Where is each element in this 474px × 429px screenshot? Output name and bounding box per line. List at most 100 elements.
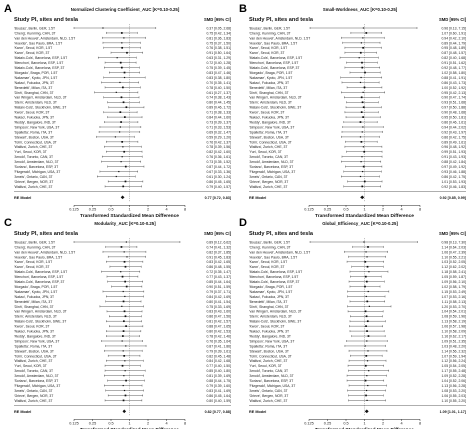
- study-label: 'Morgado', Braga, POR, 1.5T: [249, 71, 293, 75]
- study-label: 'Kwon', Seoul, KOR, 1.5T: [14, 46, 52, 50]
- point-estimate: [124, 360, 126, 362]
- panel-title: Modularity_AUC [K=0.10-0.25]: [94, 221, 156, 226]
- ci-text: 1.04 [0.54, 2.01]: [441, 310, 466, 314]
- point-estimate: [363, 150, 366, 153]
- study-label: 'Bouzas', Berlin, GER, 1.5T: [14, 240, 55, 244]
- point-estimate: [123, 260, 126, 263]
- panel-title: Global_Efficiency_AUC [K=0.10-0.25]: [322, 221, 398, 226]
- study-label: 'Stern', Amsterdam, NLD, 3T: [14, 101, 57, 105]
- point-estimate: [364, 71, 366, 74]
- study-label: 'Kwon', Seoul, KOR, 3T: [249, 51, 284, 55]
- ci-text: 0.76 [0.35, 1.64]: [206, 339, 231, 343]
- point-estimate: [359, 136, 362, 138]
- ci-text: 0.92 [0.43, 1.97]: [441, 130, 466, 134]
- point-estimate: [116, 57, 118, 59]
- study-label: 'Tolin', Connecticut, USA, 3T: [249, 140, 292, 144]
- study-label: 'Walitza', Zurich, CHE, 3T: [249, 145, 287, 149]
- summary-diamond: [360, 195, 365, 200]
- ci-text: 1.10 [0.58, 2.09]: [441, 330, 466, 334]
- ci-text: 1.10 [0.55, 2.20]: [441, 399, 466, 403]
- ci-text: 0.86 [0.46, 1.61]: [441, 120, 466, 124]
- ci-text: 0.91 [0.51, 1.62]: [441, 61, 466, 65]
- study-label: 'Stern', Amsterdam, NLD, 3T: [14, 315, 57, 319]
- study-label: 'Kwon', Seoul, KOR, 3T: [14, 265, 49, 269]
- x-tick-label: 2: [382, 208, 384, 212]
- ci-text: 0.80 [0.42, 1.53]: [206, 330, 231, 334]
- point-estimate: [362, 116, 364, 118]
- column-header-smd: SMD [95% CI]: [204, 17, 232, 22]
- ci-text: 1.06 [0.47, 2.39]: [441, 250, 466, 254]
- study-label: 'Reddy', Bangalore, IND, 3T: [249, 334, 291, 338]
- point-estimate: [123, 375, 125, 377]
- ci-text: 0.93 [0.46, 1.88]: [441, 170, 466, 174]
- x-tick-label: 0.5: [108, 422, 113, 426]
- x-tick-label: 0.125: [304, 422, 314, 426]
- ci-text: 0.90 [0.48, 1.68]: [441, 111, 466, 115]
- x-tick-label: 4: [400, 208, 402, 212]
- study-label: 'van Wingen', Amsterdam, NLD, 3T: [249, 310, 302, 314]
- summary-diamond: [364, 409, 369, 414]
- point-estimate: [122, 335, 124, 337]
- point-estimate: [123, 150, 126, 153]
- ci-text: 0.71 [0.38, 1.33]: [206, 111, 231, 115]
- study-label: 'Walitza', Zurich, CHE, 3T: [14, 359, 52, 363]
- ci-text: 1.05 [0.59, 1.87]: [441, 275, 466, 279]
- point-estimate: [118, 170, 120, 173]
- study-label: 'Menchon', Barcelona, ESP, 1.5T: [14, 61, 63, 65]
- study-label: 'Spalletta', Roma, ITA, 3T: [249, 344, 287, 348]
- point-estimate: [366, 399, 368, 401]
- ci-text: 1.02 [0.58, 1.80]: [441, 71, 466, 75]
- ci-text: 0.61 [0.30, 1.24]: [206, 175, 231, 179]
- ci-text: 0.83 [0.41, 1.69]: [206, 389, 231, 393]
- point-estimate: [361, 61, 363, 64]
- point-estimate: [367, 246, 369, 248]
- point-estimate: [368, 271, 370, 273]
- point-estimate: [124, 280, 127, 283]
- ci-text: 1.13 [0.58, 2.19]: [441, 320, 466, 324]
- point-estimate: [363, 86, 366, 89]
- study-label: 'Simpson', New York, USA, 3T: [14, 125, 59, 129]
- ci-text: 0.74 [0.41, 1.32]: [206, 245, 231, 249]
- ci-text: 0.94 [0.42, 2.10]: [441, 36, 466, 40]
- column-header-studies: Study PI, sites and tesla: [249, 17, 314, 23]
- ci-text: 0.85 [0.40, 1.80]: [206, 369, 231, 373]
- x-tick-label: 0.5: [108, 208, 113, 212]
- study-label: 'Soriano', Barcelona, ESP, 3T: [249, 165, 293, 169]
- point-estimate: [102, 27, 104, 29]
- study-label: 'Nakao', Fukuoka, JPN, 3T: [14, 295, 54, 299]
- point-estimate: [123, 116, 126, 118]
- point-estimate: [123, 37, 125, 39]
- ci-text: 1.01 [0.53, 1.93]: [441, 180, 466, 184]
- ci-text: 1.20 [0.53, 2.70]: [441, 305, 466, 309]
- x-tick-label: 0.125: [304, 208, 314, 212]
- ci-text: 0.82 [0.37, 1.85]: [206, 250, 231, 254]
- panel-title: Normalized Clustering Coefficient_AUC [K…: [71, 7, 180, 12]
- x-tick-label: 4: [400, 422, 402, 426]
- point-estimate: [365, 325, 367, 327]
- point-estimate: [124, 370, 126, 372]
- ci-text: 0.89 [0.49, 1.61]: [441, 140, 466, 144]
- forest-panel-c: C Modularity_AUC [K=0.10-0.25] Study PI, s…: [4, 217, 232, 429]
- ci-text: 1.17 [0.55, 2.48]: [441, 369, 466, 373]
- study-label: 'Morgado', Braga, POR, 1.5T: [14, 285, 58, 289]
- study-label: 'Dinh', Shanghai, CHN, 3T: [14, 91, 54, 95]
- study-label: 'Morgado', Braga, POR, 1.5T: [14, 71, 58, 75]
- ci-text: 1.03 [0.48, 2.20]: [441, 344, 466, 348]
- ci-text: 0.75 [0.42, 1.34]: [206, 31, 231, 35]
- point-estimate: [122, 350, 124, 352]
- x-axis-label: Transformed Standardized Mean Difference: [315, 427, 414, 429]
- panel-letter: A: [4, 3, 12, 15]
- point-estimate: [126, 51, 128, 54]
- ci-text: 0.80 [0.44, 1.45]: [206, 101, 231, 105]
- point-estimate: [121, 156, 123, 158]
- study-label: 'Menchon', Barcelona, ESP, 1.5T: [249, 61, 298, 65]
- ci-text: 0.81 [0.39, 1.69]: [206, 374, 231, 378]
- point-estimate: [361, 156, 363, 158]
- x-tick-label: 8: [184, 422, 186, 426]
- ci-text: 1.05 [0.54, 2.05]: [441, 364, 466, 368]
- study-label: 'Dinh', Shanghai, CHN, 3T: [14, 305, 54, 309]
- ci-text: 0.79 [0.37, 1.71]: [206, 290, 231, 294]
- ci-text: 0.93 [0.51, 1.68]: [441, 101, 466, 105]
- point-estimate: [359, 81, 362, 84]
- study-label: 'Arnold', Toronto, CAN, 3T: [14, 369, 53, 373]
